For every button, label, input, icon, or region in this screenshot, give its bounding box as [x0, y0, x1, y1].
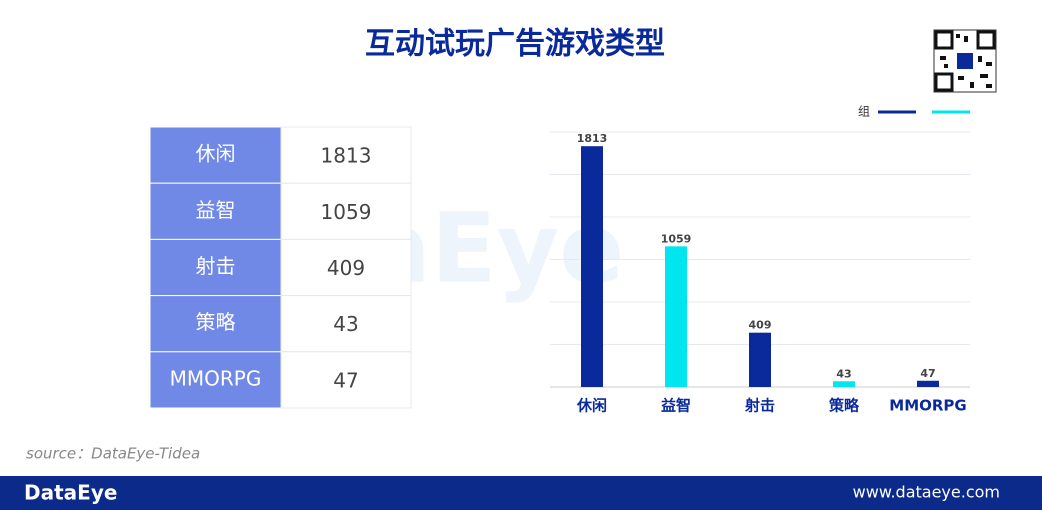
table-cell	[280, 295, 412, 353]
table-header-cell	[149, 351, 282, 409]
table-category: 益智	[196, 198, 236, 222]
value-label: 1059	[661, 232, 692, 245]
table-cell	[280, 182, 412, 240]
value-label: 409	[749, 319, 772, 332]
x-tick-label: 休闲	[576, 397, 607, 415]
table-value: 43	[333, 312, 358, 336]
table-header-cell	[149, 182, 282, 240]
table-value: 409	[327, 256, 365, 280]
x-tick-label: MMORPG	[889, 397, 966, 415]
table-header-cell	[149, 238, 282, 297]
qr-code	[933, 29, 997, 93]
value-label: 43	[836, 367, 851, 380]
table-value: 1813	[321, 144, 372, 168]
table-header-cell	[149, 295, 282, 353]
table-category: 休闲	[196, 142, 236, 166]
footer-brand: DataEye	[24, 481, 117, 505]
bar	[665, 246, 687, 387]
table-value: 47	[333, 368, 358, 392]
table-category: MMORPG	[170, 366, 262, 390]
x-tick-label: 益智	[661, 397, 691, 415]
value-label: 47	[920, 367, 935, 380]
table-cell	[280, 238, 412, 297]
bar	[917, 380, 939, 387]
footer-url: www.dataeye.com	[853, 483, 1000, 502]
table-header-cell	[149, 126, 282, 184]
bar	[581, 146, 603, 387]
bar	[749, 332, 771, 387]
table-value: 1059	[321, 200, 372, 224]
value-label: 1813	[577, 132, 608, 145]
table-category: 策略	[196, 310, 236, 334]
source: source：DataEye-Tidea	[26, 445, 200, 463]
footer-bar	[0, 476, 1042, 510]
bar	[833, 381, 855, 387]
table-cell	[280, 351, 412, 409]
title: 互动试玩广告游戏类型	[365, 27, 665, 62]
table-category: 射击	[196, 254, 236, 278]
x-tick-label: 策略	[828, 397, 860, 415]
legend-label: 组	[858, 105, 870, 119]
x-tick-label: 射击	[744, 397, 775, 415]
